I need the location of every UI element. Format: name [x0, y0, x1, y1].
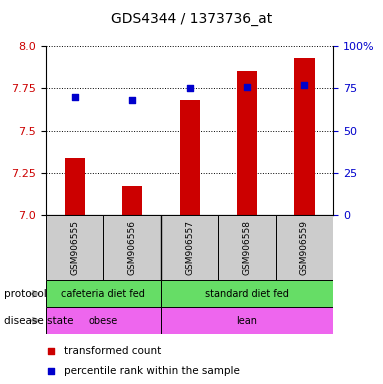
Text: percentile rank within the sample: percentile rank within the sample: [64, 366, 240, 376]
Text: GSM906555: GSM906555: [70, 220, 79, 275]
Bar: [65, 157, 85, 215]
FancyBboxPatch shape: [161, 215, 218, 280]
Text: GSM906558: GSM906558: [242, 220, 252, 275]
Text: protocol: protocol: [4, 289, 47, 299]
Text: transformed count: transformed count: [64, 346, 162, 356]
Bar: [237, 71, 257, 215]
Bar: [180, 100, 200, 215]
Point: [48, 348, 54, 354]
FancyBboxPatch shape: [161, 307, 333, 334]
Bar: [295, 58, 314, 215]
Point: [48, 367, 54, 374]
FancyBboxPatch shape: [46, 307, 161, 334]
Text: GSM906556: GSM906556: [128, 220, 137, 275]
Text: obese: obese: [89, 316, 118, 326]
Text: lean: lean: [237, 316, 257, 326]
Point: [129, 97, 135, 103]
Text: GDS4344 / 1373736_at: GDS4344 / 1373736_at: [111, 12, 272, 25]
Text: GSM906559: GSM906559: [300, 220, 309, 275]
FancyBboxPatch shape: [276, 215, 333, 280]
Text: GSM906557: GSM906557: [185, 220, 194, 275]
Text: standard diet fed: standard diet fed: [205, 289, 289, 299]
Text: disease state: disease state: [4, 316, 73, 326]
FancyBboxPatch shape: [218, 215, 276, 280]
Point: [187, 85, 193, 91]
Point: [244, 84, 250, 90]
Text: cafeteria diet fed: cafeteria diet fed: [62, 289, 145, 299]
Bar: [122, 186, 142, 215]
FancyBboxPatch shape: [46, 215, 103, 280]
FancyBboxPatch shape: [46, 280, 161, 307]
Point: [72, 94, 78, 100]
Point: [301, 82, 308, 88]
FancyBboxPatch shape: [103, 215, 161, 280]
FancyBboxPatch shape: [161, 280, 333, 307]
